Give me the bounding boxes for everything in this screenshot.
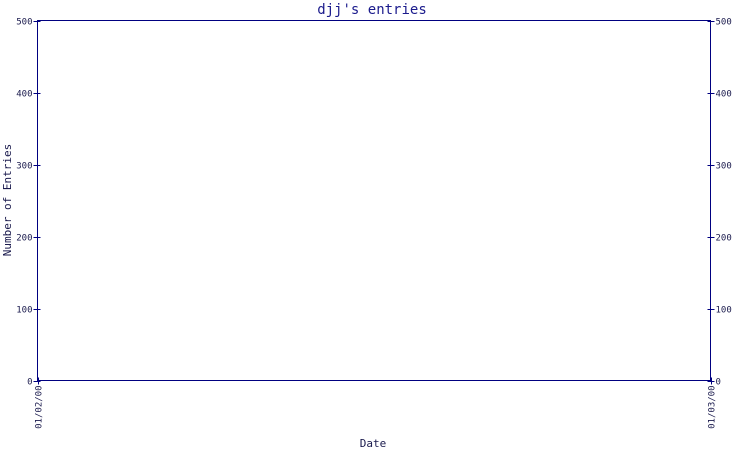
x-tick-label: 01/03/00: [708, 386, 718, 429]
y-tick-label-left: 200: [16, 234, 32, 244]
y-axis-right: 0 100 200 300 400 500: [707, 18, 732, 388]
y-tick-label-left: 300: [16, 162, 32, 172]
y-tick-label-right: 100: [716, 306, 732, 316]
y-tick-label-right: 500: [716, 18, 732, 28]
x-axis-label: Date: [360, 437, 387, 450]
y-tick-label-right: 0: [716, 378, 721, 388]
y-axis-left: 0 100 200 300 400 500: [16, 18, 41, 388]
y-tick-label-right: 400: [716, 90, 732, 100]
y-axis-label: Number of Entries: [1, 144, 14, 257]
chart-title: djj's entries: [317, 2, 427, 18]
y-tick-label-left: 0: [27, 378, 32, 388]
y-tick-label-right: 200: [716, 234, 732, 244]
y-tick-label-left: 100: [16, 306, 32, 316]
y-tick-label-left: 400: [16, 90, 32, 100]
x-tick-label: 01/02/00: [35, 386, 45, 429]
x-axis: 01/02/00 01/03/00: [35, 377, 718, 429]
y-tick-label-left: 500: [16, 18, 32, 28]
plot-frame: [37, 20, 711, 381]
y-tick-label-right: 300: [716, 162, 732, 172]
